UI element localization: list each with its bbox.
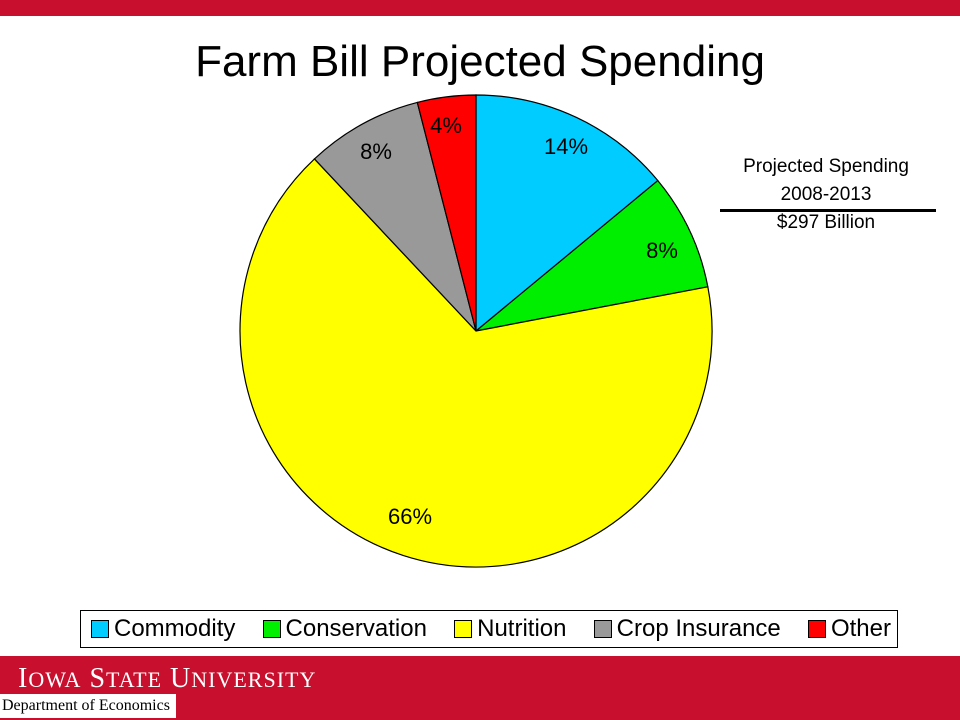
legend-item-other: Other [807, 615, 891, 643]
slice-label-conservation: 8% [646, 238, 678, 263]
legend-label: Commodity [114, 615, 236, 642]
note-total: $297 Billion [776, 212, 876, 233]
department-label: Department of Economics [0, 694, 176, 718]
legend-swatch [262, 620, 281, 638]
slice-label-other: 4% [430, 113, 462, 138]
legend-label: Conservation [285, 615, 427, 642]
slice-label-commodity: 14% [544, 134, 588, 159]
pie-slice-conservation [475, 179, 709, 332]
legend-swatch [593, 620, 612, 638]
chart-legend: Commodity Conservation Nutrition Crop Insur… [80, 610, 898, 648]
note-divider [720, 209, 936, 212]
wordmark-tate: TATE [106, 667, 163, 692]
wordmark-owa: OWA [28, 667, 82, 692]
wordmark-niversity: NIVERSITY [191, 667, 317, 692]
slice-label-crop-insurance: 8% [360, 139, 392, 164]
pie-slice-commodity [475, 94, 659, 333]
legend-swatch [454, 620, 473, 638]
pie-slice-other [416, 94, 477, 332]
pie-slice-crop-insurance [313, 101, 477, 332]
slice-label-nutrition: 66% [388, 504, 432, 529]
wordmark-i: I [18, 663, 29, 694]
legend-label: Crop Insurance [616, 615, 781, 642]
wordmark-s: S [89, 663, 107, 694]
pie-slice-nutrition [239, 158, 713, 568]
note-heading: Projected Spending [743, 156, 909, 177]
spending-note: Projected Spending 2008-2013 $297 Billio… [716, 152, 936, 234]
legend-item-conservation: Conservation [262, 615, 427, 643]
legend-item-crop-insurance: Crop Insurance [593, 615, 781, 643]
legend-item-nutrition: Nutrition [454, 615, 567, 643]
slide-title: Farm Bill Projected Spending [195, 37, 765, 86]
legend-swatch [91, 620, 109, 638]
note-period: 2008-2013 [780, 184, 872, 205]
legend-swatch [807, 620, 826, 638]
top-accent-bar [0, 0, 960, 16]
legend-item-commodity: Commodity [91, 615, 235, 643]
wordmark-u: U [170, 663, 192, 694]
legend-label: Other [830, 615, 891, 642]
university-wordmark: IOWA STATE UNIVERSITY [18, 660, 316, 699]
legend-label: Nutrition [477, 615, 567, 642]
